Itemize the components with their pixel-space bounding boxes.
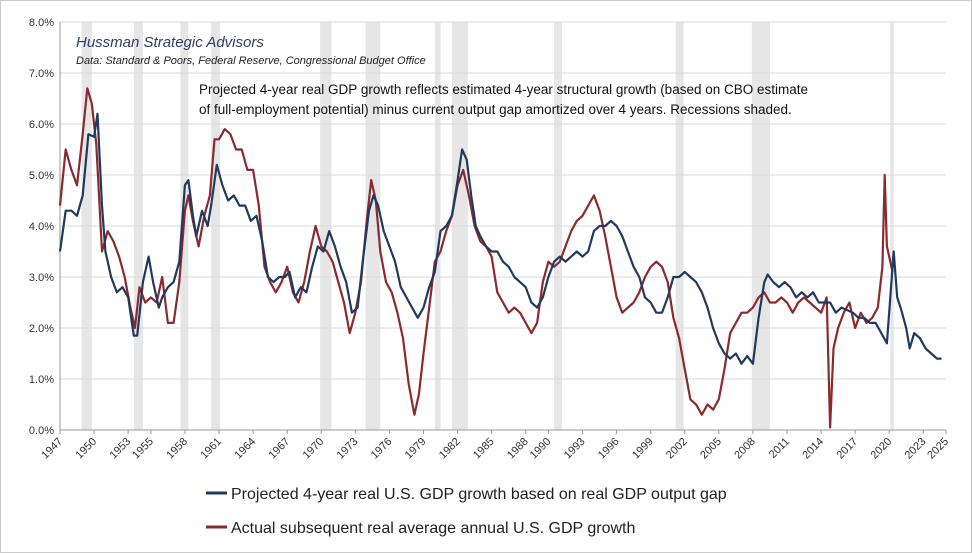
x-tick-label: 1961	[198, 436, 224, 462]
x-tick-label: 1970	[301, 436, 327, 462]
x-tick-label: 1996	[596, 436, 622, 462]
x-tick-label: 2020	[869, 436, 895, 462]
x-tick-label: 1999	[630, 436, 656, 462]
x-tick-label: 1976	[369, 436, 395, 462]
legend-label-actual: Actual subsequent real average annual U.…	[231, 520, 635, 537]
y-tick-label: 7.0%	[29, 68, 54, 80]
x-tick-label: 1982	[437, 436, 463, 462]
x-tick-label: 2005	[698, 436, 724, 462]
y-tick-label: 6.0%	[29, 119, 54, 131]
y-tick-label: 4.0%	[29, 221, 54, 233]
header-title: Hussman Strategic Advisors	[76, 34, 264, 51]
x-tick-label: 1973	[335, 436, 361, 462]
y-tick-label: 3.0%	[29, 272, 54, 284]
legend-label-projected: Projected 4-year real U.S. GDP growth ba…	[231, 486, 727, 503]
x-tick-label: 1988	[505, 436, 531, 462]
x-tick-label: 1953	[107, 436, 133, 462]
series-lines	[58, 87, 942, 429]
x-tick-label: 1993	[562, 436, 588, 462]
y-axis-ticks: 0.0% 1.0% 2.0% 3.0% 4.0% 5.0% 6.0% 7.0% 8.0%	[29, 17, 54, 437]
x-tick-label: 1947	[39, 436, 65, 462]
x-tick-label: 1967	[267, 436, 293, 462]
x-tick-label: 1985	[471, 436, 497, 462]
x-tick-label: 2017	[834, 436, 860, 462]
y-tick-label: 5.0%	[29, 170, 54, 182]
x-tick-label: 2011	[767, 436, 792, 461]
header-source: Data: Standard & Poors, Federal Reserve,…	[76, 55, 426, 67]
x-tick-label: 1950	[73, 436, 99, 462]
x-tick-label: 2014	[800, 436, 826, 462]
gridlines	[59, 21, 946, 431]
x-tick-label: 1955	[130, 436, 156, 462]
x-tick-label: 1979	[403, 436, 429, 462]
x-tick-label: 2008	[732, 436, 758, 462]
series-line-projected	[58, 112, 942, 365]
note-line-2: of full-employment potential) minus curr…	[199, 102, 792, 117]
note-line-1: Projected 4-year real GDP growth reflect…	[199, 82, 808, 97]
x-tick-label: 2002	[664, 436, 690, 462]
y-tick-label: 8.0%	[29, 17, 54, 29]
x-tick-label: 1958	[164, 436, 190, 462]
y-tick-label: 1.0%	[29, 374, 54, 386]
x-tick-label: 2025	[925, 436, 951, 462]
legend: Projected 4-year real U.S. GDP growth ba…	[206, 486, 727, 537]
x-tick-label: 1964	[232, 436, 258, 462]
y-tick-label: 0.0%	[29, 425, 54, 437]
x-tick-label: 1990	[528, 436, 554, 462]
x-tick-label: 2023	[903, 436, 929, 462]
y-tick-label: 2.0%	[29, 323, 54, 335]
